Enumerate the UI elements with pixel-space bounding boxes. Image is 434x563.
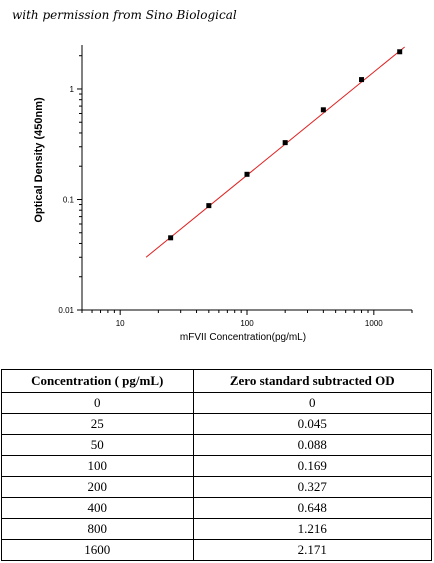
data-point — [320, 107, 326, 113]
cell-concentration: 800 — [1, 518, 194, 540]
table-row: 50 0.088 — [1, 434, 433, 456]
fit-line-group — [145, 46, 405, 258]
cell-od: 0.169 — [192, 455, 433, 477]
cell-od: 0.327 — [192, 476, 433, 498]
cell-concentration: 0 — [1, 392, 194, 414]
standard-curve-table: Concentration ( pg/mL) Zero standard sub… — [1, 369, 433, 561]
table-row: 1600 2.171 — [1, 539, 433, 561]
y-tick-label: 0.1 — [63, 195, 75, 204]
data-point — [244, 171, 250, 177]
cell-od: 0.088 — [192, 434, 433, 456]
fit-line — [145, 46, 405, 258]
y-tick-label: 0.01 — [58, 306, 74, 315]
cell-concentration: 1600 — [1, 539, 194, 561]
x-axis-title: mFVII Concentration(pg/mL) — [180, 332, 306, 343]
cell-concentration: 100 — [1, 455, 194, 477]
cell-od: 0.648 — [192, 497, 433, 519]
data-points — [168, 49, 403, 241]
credit-text: with permission from Sino Biological — [12, 8, 237, 22]
data-point — [359, 77, 365, 83]
table-header-row: Concentration ( pg/mL) Zero standard sub… — [1, 369, 433, 393]
cell-concentration: 400 — [1, 497, 194, 519]
cell-concentration: 25 — [1, 413, 194, 435]
chart: 10 100 1000 0.01 0.1 1 mFVII Concentration(pg… — [33, 45, 413, 343]
table-row: 200 0.327 — [1, 476, 433, 498]
x-tick-label: 10 — [116, 319, 125, 328]
data-point — [206, 203, 212, 209]
x-tick-label: 1000 — [365, 319, 383, 328]
y-tick-label: 1 — [70, 85, 75, 94]
cell-concentration: 50 — [1, 434, 194, 456]
cell-od: 1.216 — [192, 518, 433, 540]
y-axis-title: Optical Density (450nm) — [33, 97, 45, 223]
table-row: 800 1.216 — [1, 518, 433, 540]
data-point — [168, 235, 174, 241]
x-tick-label: 100 — [240, 319, 254, 328]
table-row: 400 0.648 — [1, 497, 433, 519]
data-point — [282, 140, 288, 146]
col-header-od: Zero standard subtracted OD — [192, 369, 433, 393]
cell-od: 2.171 — [192, 539, 433, 561]
chart-axes: 10 100 1000 0.01 0.1 1 — [58, 45, 413, 328]
table-row: 25 0.045 — [1, 413, 433, 435]
cell-concentration: 200 — [1, 476, 194, 498]
col-header-concentration: Concentration ( pg/mL) — [1, 369, 194, 393]
cell-od: 0.045 — [192, 413, 433, 435]
table-row: 100 0.169 — [1, 455, 433, 477]
cell-od: 0 — [192, 392, 433, 414]
data-point — [397, 49, 403, 55]
